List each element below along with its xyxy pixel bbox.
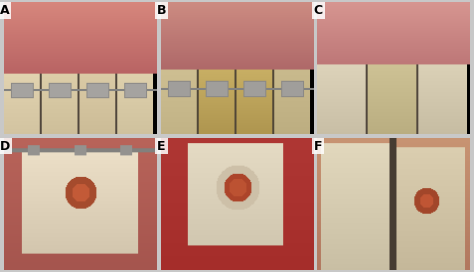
Text: D: D: [0, 140, 10, 153]
Text: F: F: [314, 140, 322, 153]
Text: E: E: [157, 140, 166, 153]
Text: B: B: [157, 4, 166, 17]
Text: C: C: [314, 4, 323, 17]
Text: A: A: [0, 4, 9, 17]
